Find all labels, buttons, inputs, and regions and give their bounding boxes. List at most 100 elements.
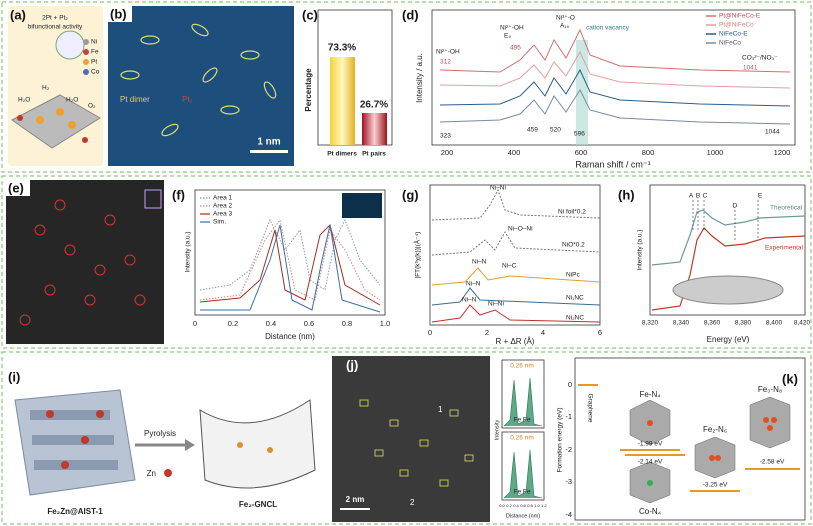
shape xyxy=(36,108,76,129)
legend: Fe xyxy=(91,49,99,56)
annotation: Ni–Ni xyxy=(488,301,504,308)
annotation: Ni–N xyxy=(462,297,477,304)
panel-k xyxy=(574,357,806,521)
shape xyxy=(84,294,96,306)
x-tick-label: 8,420 xyxy=(794,320,811,327)
energy: -2.14 eV xyxy=(638,459,663,466)
annotation: 1044 xyxy=(765,129,780,136)
shape xyxy=(200,224,381,313)
x-tick-label: 6 xyxy=(598,328,602,337)
y-tick-label: -2 xyxy=(565,445,572,454)
annotation: Zn xyxy=(147,469,156,478)
shape xyxy=(19,199,146,326)
peak-label: E xyxy=(758,193,763,200)
y-tick-label: -1 xyxy=(565,412,572,421)
annotation: 323 xyxy=(440,133,451,140)
shape xyxy=(439,88,791,125)
x-tick-label: 8,380 xyxy=(735,320,752,327)
x-tick-label: 200 xyxy=(441,148,454,157)
shape xyxy=(104,214,116,226)
x-tick-label: 800 xyxy=(642,148,655,157)
shape xyxy=(191,23,209,37)
shape xyxy=(647,480,653,486)
shape xyxy=(399,469,409,477)
x-tick-label: 1.0 xyxy=(380,319,390,328)
shape xyxy=(140,35,160,45)
panel-label: (c) xyxy=(302,7,318,22)
shape xyxy=(237,442,243,448)
shape xyxy=(17,115,88,143)
panel-label: (b) xyxy=(110,6,127,21)
shape xyxy=(763,417,769,423)
scale-bar: 1 nm xyxy=(257,137,280,148)
panel-label: (f) xyxy=(172,187,185,202)
shape xyxy=(342,193,382,218)
annotation: cation vacancy xyxy=(586,25,630,32)
panel-c xyxy=(317,9,393,146)
region-label: 2 xyxy=(410,498,415,507)
legend: Pt xyxy=(91,59,97,66)
sample: Ni₂NC xyxy=(566,315,584,322)
annotation: A₁₉ xyxy=(560,23,570,30)
sample: NiO*0.2 xyxy=(562,242,585,249)
shape xyxy=(576,40,588,145)
shape xyxy=(330,57,355,145)
shape xyxy=(108,6,294,166)
energy: -1.99 eV xyxy=(638,441,663,448)
annotation: 0.26 nm xyxy=(510,363,534,370)
category: Pt dimers xyxy=(327,151,357,158)
shape xyxy=(120,70,140,80)
panel-f xyxy=(194,189,386,316)
annotation: Pt dimer xyxy=(120,95,150,104)
shape xyxy=(267,447,273,453)
shape xyxy=(46,410,54,418)
shape xyxy=(120,23,277,137)
scale-bar: 2 nm xyxy=(346,495,365,504)
shape xyxy=(83,49,89,55)
value-label: 73.3% xyxy=(328,43,356,54)
caption: Fe₂-GNCL xyxy=(239,500,277,509)
panel-label: (g) xyxy=(402,187,419,202)
shape xyxy=(46,410,104,469)
shape xyxy=(199,224,381,306)
legend: Area 1 xyxy=(213,195,233,202)
shape xyxy=(340,508,370,510)
shape xyxy=(1,351,812,525)
panel-label: (j) xyxy=(346,357,358,372)
shape xyxy=(199,399,316,489)
caption: Fe₂Zn@AIST-1 xyxy=(47,507,103,516)
shape xyxy=(501,359,545,429)
shape xyxy=(61,461,69,469)
legend: Pt@NiFeCo xyxy=(719,22,754,29)
panel-h xyxy=(649,184,806,316)
shape xyxy=(199,218,381,291)
shape xyxy=(429,184,601,326)
shape xyxy=(36,116,44,124)
shape xyxy=(715,455,721,461)
annotation: Ni²⁺-OH xyxy=(436,49,460,56)
x-label: Distance (nm) xyxy=(506,513,540,519)
shape xyxy=(19,314,31,326)
reference: Graphene xyxy=(586,394,593,423)
molecule: O₂ xyxy=(88,103,96,110)
x-tick-label: 8,340 xyxy=(673,320,690,327)
shape xyxy=(108,6,132,22)
annotation: Pt₂ xyxy=(182,95,193,104)
legend: Experimental xyxy=(765,245,803,252)
panel-j xyxy=(332,356,545,522)
structure: Fe-N₄ xyxy=(639,390,660,399)
x-label: Distance (nm) xyxy=(265,332,315,341)
x-tick-label: 0.0 xyxy=(499,503,505,508)
shape xyxy=(389,419,399,427)
shape xyxy=(68,121,76,129)
peak-label: C xyxy=(703,193,708,200)
shape xyxy=(419,439,429,447)
annotation: 1041 xyxy=(743,65,758,72)
shape xyxy=(11,94,101,149)
shape xyxy=(161,123,179,137)
shape xyxy=(83,59,89,65)
shape xyxy=(32,435,114,445)
x-tick-label: 0.2 xyxy=(228,319,238,328)
annotation: Pyrolysis xyxy=(144,429,176,438)
